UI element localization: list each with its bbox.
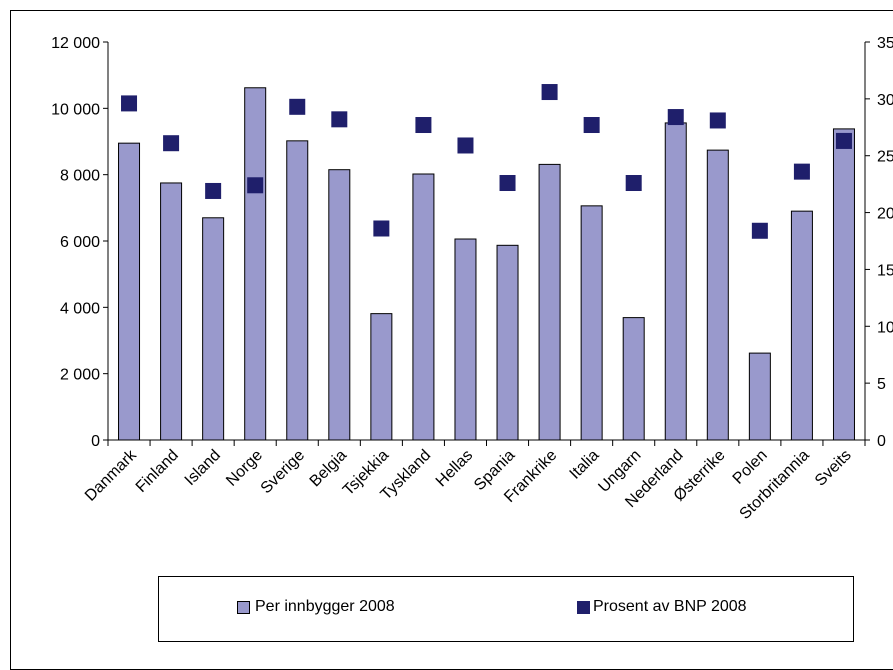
legend-marker-swatch (577, 600, 590, 614)
marker-point (583, 117, 600, 134)
legend-bar-swatch (237, 600, 250, 614)
left-tick-label: 0 (91, 433, 100, 450)
marker-point (247, 177, 264, 194)
marker-point (667, 109, 684, 126)
legend: Per innbygger 2008 Prosent av BNP 2008 (158, 576, 854, 642)
bar (496, 244, 519, 441)
left-tick-label: 2 000 (60, 367, 100, 384)
bar (244, 87, 267, 441)
left-tick-label: 4 000 (60, 300, 100, 317)
category-label: Island (182, 447, 224, 489)
bar (790, 210, 813, 441)
bar (622, 317, 645, 441)
marker-point (793, 163, 810, 180)
right-tick-label: 15 (877, 262, 893, 279)
legend-item-markers: Prosent av BNP 2008 (577, 598, 747, 616)
marker-point (415, 117, 432, 134)
bar (412, 173, 435, 441)
category-label: Sverige (258, 447, 308, 497)
bar (454, 238, 477, 441)
left-axis-ticks: 0 2 000 4 000 6 000 8 000 10 000 12 000 (51, 35, 108, 450)
bar (160, 182, 183, 441)
marker-point (457, 137, 474, 154)
marker-series (121, 84, 852, 239)
bar (370, 313, 393, 441)
category-label: Hellas (433, 447, 476, 490)
left-tick-label: 12 000 (51, 35, 100, 52)
marker-point (205, 182, 222, 199)
marker-point (121, 95, 138, 112)
right-tick-label: 30 (877, 92, 893, 109)
bar (832, 128, 855, 441)
bar (286, 140, 309, 441)
left-tick-label: 6 000 (60, 234, 100, 251)
marker-point (289, 98, 306, 115)
bar (664, 122, 687, 441)
bar-series (118, 87, 855, 441)
marker-point (709, 112, 726, 129)
bar (328, 169, 351, 441)
legend-label-markers: Prosent av BNP 2008 (593, 598, 747, 615)
marker-point (751, 222, 768, 239)
marker-point (163, 135, 180, 152)
bar (748, 352, 771, 441)
chart: 0 2 000 4 000 6 000 8 000 10 000 12 000 0 5 10 15… (51, 35, 893, 523)
right-tick-label: 35 (877, 35, 893, 52)
left-tick-label: 10 000 (51, 101, 100, 118)
marker-point (541, 84, 558, 101)
legend-label-bars: Per innbygger 2008 (255, 598, 395, 615)
bar (538, 163, 561, 441)
category-label: Finland (133, 447, 182, 496)
category-label: Sveits (812, 447, 855, 490)
bar (118, 142, 141, 441)
right-tick-label: 10 (877, 319, 893, 336)
marker-point (625, 175, 642, 192)
marker-point (373, 220, 390, 237)
bar (580, 205, 603, 441)
category-label: Italia (567, 447, 603, 483)
legend-item-bars: Per innbygger 2008 (237, 598, 395, 616)
left-tick-label: 8 000 (60, 168, 100, 185)
bar (706, 149, 729, 441)
right-tick-label: 20 (877, 206, 893, 223)
right-axis-ticks: 0 5 10 15 20 25 30 35 (865, 35, 893, 450)
marker-point (331, 111, 348, 128)
category-label: Danmark (82, 446, 141, 505)
marker-point (835, 132, 852, 149)
bar (202, 217, 225, 441)
right-tick-label: 5 (877, 376, 886, 393)
right-tick-label: 25 (877, 149, 893, 166)
right-tick-label: 0 (877, 433, 886, 450)
marker-point (499, 175, 516, 192)
